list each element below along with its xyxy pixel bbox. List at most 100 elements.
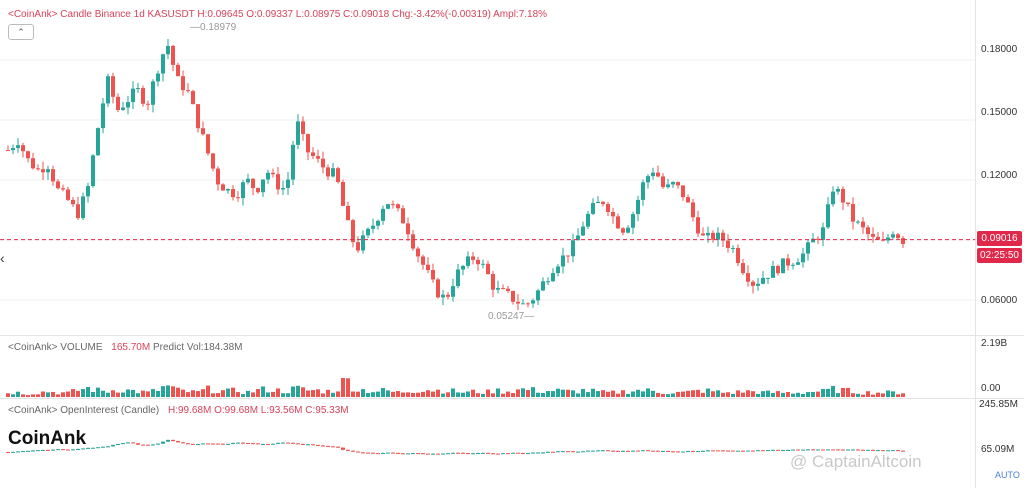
oi-candle xyxy=(286,442,290,444)
volume-bar xyxy=(451,388,455,397)
volume-bar xyxy=(241,394,245,397)
volume-axis-top: 2.19B xyxy=(981,338,1008,349)
volume-bar xyxy=(61,392,65,397)
volume-bar xyxy=(211,393,215,397)
volume-bar xyxy=(371,392,375,397)
oi-candle xyxy=(326,445,330,447)
volume-bar xyxy=(396,391,400,397)
oi-candle xyxy=(26,450,30,452)
oi-candle xyxy=(836,449,840,451)
price-candle xyxy=(256,187,260,194)
oi-candle xyxy=(411,452,415,455)
price-candle xyxy=(416,246,420,263)
price-candle xyxy=(131,81,135,109)
price-candle xyxy=(366,227,370,239)
oi-candle xyxy=(851,449,855,451)
oi-candle xyxy=(751,450,755,452)
volume-bar xyxy=(596,391,600,397)
price-candle xyxy=(56,179,60,190)
price-candle xyxy=(281,180,285,195)
open-interest-pane[interactable] xyxy=(0,399,975,488)
volume-bar xyxy=(21,394,25,397)
volume-bar xyxy=(576,393,580,397)
pane-separator xyxy=(0,398,1024,399)
price-candle xyxy=(886,233,890,244)
oi-candle xyxy=(421,452,425,455)
volume-bar xyxy=(151,389,155,397)
price-candle xyxy=(651,167,655,180)
volume-bar xyxy=(161,386,165,397)
oi-candle xyxy=(491,452,495,455)
volume-bar xyxy=(46,392,50,397)
oi-candle xyxy=(91,447,95,449)
volume-bar xyxy=(661,393,665,397)
volume-bar xyxy=(76,390,80,397)
price-candle xyxy=(251,178,255,196)
volume-legend-predict: Predict Vol:184.38M xyxy=(152,342,243,353)
oi-candle xyxy=(431,453,435,455)
price-axis-border xyxy=(975,0,976,488)
price-candle xyxy=(581,221,585,237)
oi-candle xyxy=(656,450,660,452)
volume-bar xyxy=(271,391,275,397)
volume-bar xyxy=(306,390,310,397)
oi-candle xyxy=(546,451,550,453)
price-candle xyxy=(96,127,100,156)
oi-candle xyxy=(891,450,895,452)
price-candle xyxy=(186,83,190,93)
oi-candle xyxy=(526,453,530,455)
price-candle xyxy=(736,244,740,267)
oi-candle xyxy=(351,450,355,452)
volume-bar xyxy=(581,388,585,397)
oi-candle xyxy=(636,450,640,452)
volume-pane[interactable] xyxy=(0,336,975,398)
oi-candle xyxy=(561,451,565,453)
oi-candle xyxy=(156,443,160,445)
oi-candle xyxy=(76,448,80,450)
oi-candle xyxy=(6,451,10,454)
volume-axis-bottom: 0.00 xyxy=(981,383,1001,394)
price-candle xyxy=(91,154,95,188)
oi-candle xyxy=(196,443,200,446)
volume-bar xyxy=(886,390,890,397)
volume-bar xyxy=(126,389,130,397)
oi-candle xyxy=(436,453,440,455)
volume-bar xyxy=(66,391,70,397)
price-candle xyxy=(486,260,490,275)
price-candle xyxy=(226,188,230,194)
price-candle xyxy=(401,205,405,224)
oi-candle xyxy=(811,448,815,451)
oi-candle xyxy=(476,452,480,455)
current-price-tag: 0.09016 xyxy=(977,231,1022,246)
volume-bar xyxy=(716,390,720,397)
volume-bar xyxy=(376,391,380,397)
auto-scale-button[interactable]: AUTO xyxy=(995,470,1020,480)
low-annotation-value: 0.05247 xyxy=(488,311,525,322)
oi-candle xyxy=(201,443,205,445)
oi-candle xyxy=(191,443,195,445)
price-candle xyxy=(436,277,440,299)
oi-candle xyxy=(866,449,870,451)
oi-candle xyxy=(571,450,575,453)
oi-candle xyxy=(781,449,785,452)
volume-bar xyxy=(146,391,150,397)
price-pane[interactable] xyxy=(0,0,975,335)
price-candle xyxy=(521,299,525,305)
price-candle xyxy=(896,232,900,240)
oi-candle xyxy=(771,449,775,451)
chevron-left-icon[interactable]: ‹ xyxy=(0,250,5,266)
price-candle xyxy=(121,101,125,112)
volume-bar xyxy=(786,391,790,397)
oi-candle xyxy=(861,449,865,451)
oi-candle xyxy=(896,449,900,452)
volume-bar xyxy=(481,393,485,397)
price-candle xyxy=(671,181,675,189)
volume-bar xyxy=(326,389,330,397)
volume-bar xyxy=(766,390,770,397)
volume-bar xyxy=(336,391,340,397)
volume-bar xyxy=(106,392,110,397)
collapse-legend-button[interactable]: ⌃ xyxy=(8,24,34,40)
oi-candle xyxy=(361,452,365,454)
price-candle xyxy=(116,93,120,113)
volume-bar xyxy=(286,393,290,397)
